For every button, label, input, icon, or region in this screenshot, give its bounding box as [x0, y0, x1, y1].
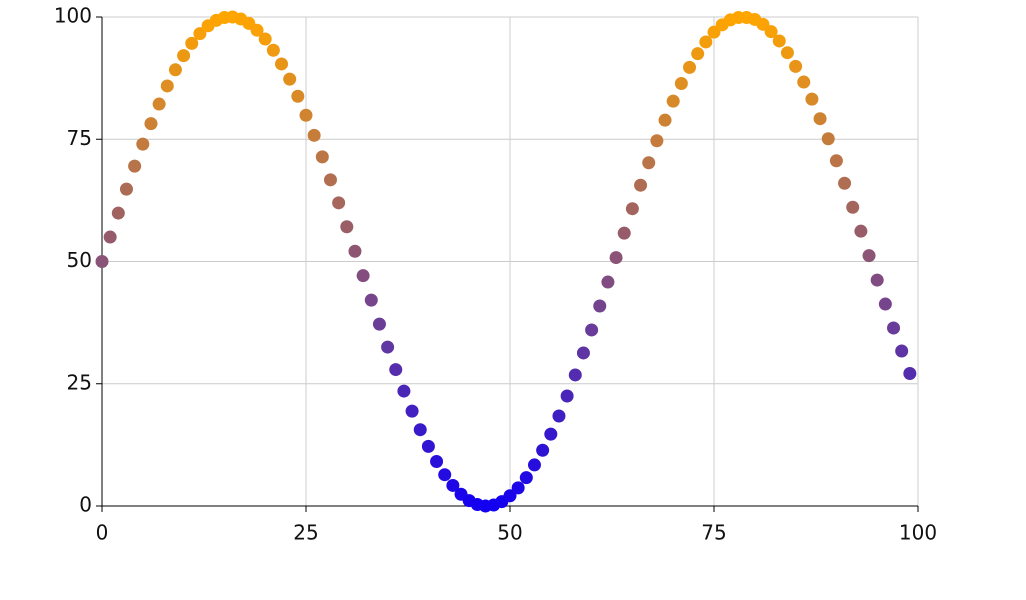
point [666, 94, 680, 108]
point [519, 471, 533, 485]
point [275, 57, 289, 71]
point [389, 363, 403, 377]
point [797, 75, 811, 89]
point [160, 79, 174, 93]
point [511, 481, 525, 495]
point [503, 489, 517, 503]
point [430, 455, 444, 469]
point [266, 43, 280, 57]
point [193, 27, 207, 41]
point [813, 112, 827, 126]
point [315, 150, 329, 164]
point [119, 182, 133, 196]
point [764, 25, 778, 39]
x-tick-label: 100 [899, 521, 937, 545]
point [527, 458, 541, 472]
point [332, 196, 346, 210]
point [323, 173, 337, 187]
point [177, 49, 191, 63]
point [895, 344, 909, 358]
point [356, 269, 370, 283]
point [805, 92, 819, 106]
point [168, 63, 182, 77]
point [405, 404, 419, 418]
y-tick-label: 0 [79, 493, 92, 517]
point [576, 346, 590, 360]
point [650, 134, 664, 148]
point [903, 366, 917, 380]
point [283, 72, 297, 86]
point [136, 137, 150, 151]
point [683, 60, 697, 74]
point [829, 154, 843, 168]
point [381, 340, 395, 354]
point [601, 275, 615, 289]
y-tick-label: 25 [67, 370, 92, 394]
point [585, 323, 599, 337]
point [144, 117, 158, 131]
point [250, 23, 264, 37]
point [258, 32, 272, 46]
point [291, 89, 305, 103]
point [397, 384, 411, 398]
point [658, 113, 672, 127]
point [446, 478, 460, 492]
point [95, 255, 109, 268]
point [364, 293, 378, 307]
x-tick-label: 25 [293, 521, 318, 545]
point [421, 439, 435, 453]
point [340, 220, 354, 234]
point [838, 176, 852, 190]
point [780, 46, 794, 60]
point [372, 317, 386, 331]
point [772, 34, 786, 48]
point [152, 97, 166, 111]
point [128, 159, 142, 173]
point [103, 230, 117, 244]
point [185, 36, 199, 50]
point [789, 59, 803, 73]
point [878, 297, 892, 311]
point [348, 244, 362, 258]
point [552, 409, 566, 423]
point [870, 273, 884, 287]
y-tick-label: 100 [54, 4, 92, 28]
point [691, 47, 705, 61]
point [862, 249, 876, 263]
point [560, 389, 574, 403]
point [625, 202, 639, 216]
point [111, 206, 125, 220]
point [536, 443, 550, 457]
point [674, 77, 688, 91]
y-tick-label: 75 [67, 126, 92, 150]
x-tick-label: 0 [96, 521, 109, 545]
point [846, 200, 860, 214]
point [854, 224, 868, 238]
point [413, 423, 427, 437]
point [568, 368, 582, 382]
point [438, 468, 452, 482]
point [617, 226, 631, 240]
point [609, 251, 623, 265]
point [307, 128, 321, 142]
point [593, 299, 607, 313]
point [544, 427, 558, 441]
x-tick-label: 50 [497, 521, 522, 545]
point [699, 35, 713, 49]
point [642, 156, 656, 170]
y-tick-label: 50 [67, 248, 92, 272]
point [887, 321, 901, 335]
point [634, 178, 648, 192]
point [299, 108, 313, 122]
point [821, 132, 835, 146]
x-tick-label: 75 [701, 521, 726, 545]
